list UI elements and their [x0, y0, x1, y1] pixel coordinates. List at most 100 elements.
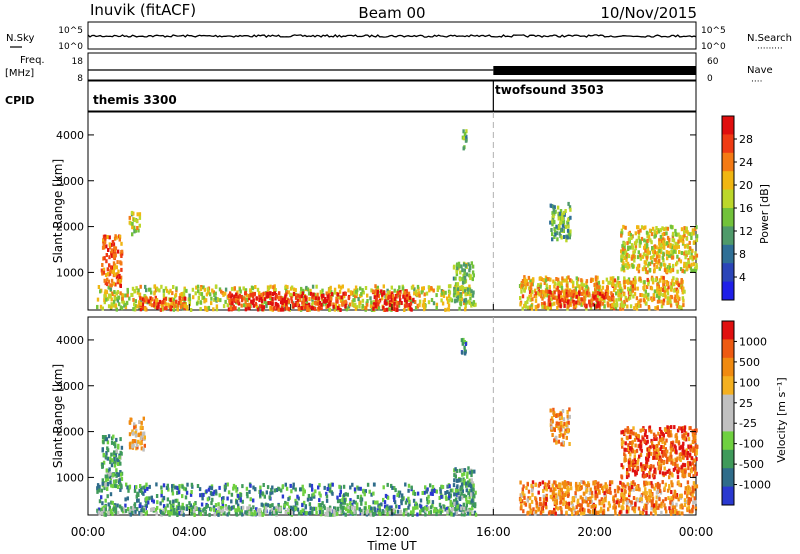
data-cell — [139, 296, 142, 301]
data-cell — [164, 506, 167, 511]
data-cell — [271, 296, 274, 301]
data-cell — [108, 505, 111, 510]
data-cell — [399, 289, 402, 294]
data-cell — [648, 268, 652, 272]
data-cell — [176, 513, 179, 517]
data-cell — [190, 511, 193, 516]
data-cell — [695, 484, 699, 489]
data-cell — [660, 286, 663, 291]
data-cell — [520, 493, 523, 498]
data-cell — [133, 307, 136, 312]
data-cell — [683, 473, 687, 478]
data-cell — [646, 439, 649, 444]
data-cell — [612, 495, 615, 500]
data-cell — [598, 291, 602, 296]
data-cell — [620, 254, 623, 259]
data-cell — [108, 245, 112, 250]
data-cell — [449, 297, 452, 302]
data-cell — [522, 509, 525, 514]
data-cell — [616, 489, 620, 494]
data-cell — [261, 491, 264, 496]
data-cell — [646, 270, 649, 275]
data-cell — [383, 300, 387, 305]
data-cell — [442, 294, 446, 298]
data-cell — [131, 221, 134, 226]
data-cell — [637, 269, 641, 274]
data-cell — [643, 505, 646, 510]
data-cell — [127, 507, 130, 511]
data-cell — [616, 280, 619, 285]
data-cell — [463, 276, 467, 281]
data-cell — [254, 511, 257, 516]
data-cell — [565, 289, 568, 294]
data-cell — [333, 512, 336, 517]
data-cell — [611, 302, 614, 307]
data-cell — [554, 487, 557, 491]
data-cell — [282, 307, 285, 312]
data-cell — [645, 301, 648, 306]
data-cell — [246, 506, 249, 511]
data-cell — [263, 506, 266, 511]
data-cell — [642, 508, 645, 513]
data-cell — [140, 446, 143, 451]
data-cell — [394, 488, 397, 493]
data-cell — [549, 277, 552, 282]
data-cell — [344, 512, 347, 517]
data-cell — [622, 482, 625, 487]
data-cell — [279, 300, 283, 305]
data-cell — [329, 483, 332, 488]
data-cell — [595, 285, 599, 290]
data-cell — [427, 300, 431, 305]
data-cell — [655, 455, 658, 460]
data-cell — [671, 507, 674, 512]
data-cell — [673, 298, 677, 303]
data-cell — [471, 270, 475, 275]
data-cell — [639, 494, 643, 499]
data-cell — [471, 481, 475, 486]
data-cell — [152, 499, 155, 504]
data-cell — [530, 483, 533, 488]
data-cell — [597, 285, 601, 290]
data-cell — [590, 499, 593, 504]
colorbar-tick-label: 16 — [739, 202, 753, 215]
data-cell — [321, 288, 324, 293]
data-cell — [632, 464, 635, 469]
data-cell — [456, 262, 459, 267]
data-cell — [613, 503, 616, 508]
data-cell — [398, 294, 401, 299]
data-cell — [298, 298, 302, 303]
data-cell — [333, 287, 337, 292]
data-cell — [556, 237, 559, 242]
data-cell — [634, 243, 638, 248]
data-cell — [134, 299, 137, 304]
data-cell — [691, 228, 695, 233]
data-cell — [661, 450, 664, 455]
data-cell — [553, 220, 556, 225]
data-cell — [329, 507, 332, 512]
data-cell — [555, 499, 558, 504]
data-cell — [312, 492, 315, 497]
data-cell — [683, 261, 686, 266]
data-cell — [104, 236, 107, 241]
data-cell — [359, 486, 362, 491]
data-cell — [662, 240, 665, 245]
data-cell — [659, 466, 662, 471]
data-cell — [112, 434, 115, 439]
data-cell — [666, 296, 670, 301]
data-cell — [446, 484, 449, 489]
data-cell — [651, 506, 655, 511]
data-cell — [223, 484, 227, 489]
data-cell — [143, 298, 146, 303]
data-cell — [633, 457, 636, 462]
data-cell — [308, 502, 312, 507]
data-cell — [339, 298, 343, 303]
data-cell — [144, 497, 148, 502]
data-cell — [572, 506, 575, 511]
data-cell — [203, 299, 206, 304]
data-cell — [620, 231, 623, 236]
data-cell — [341, 301, 344, 306]
data-cell — [549, 220, 552, 225]
data-cell — [529, 297, 532, 302]
data-cell — [308, 483, 312, 488]
data-cell — [596, 275, 599, 280]
